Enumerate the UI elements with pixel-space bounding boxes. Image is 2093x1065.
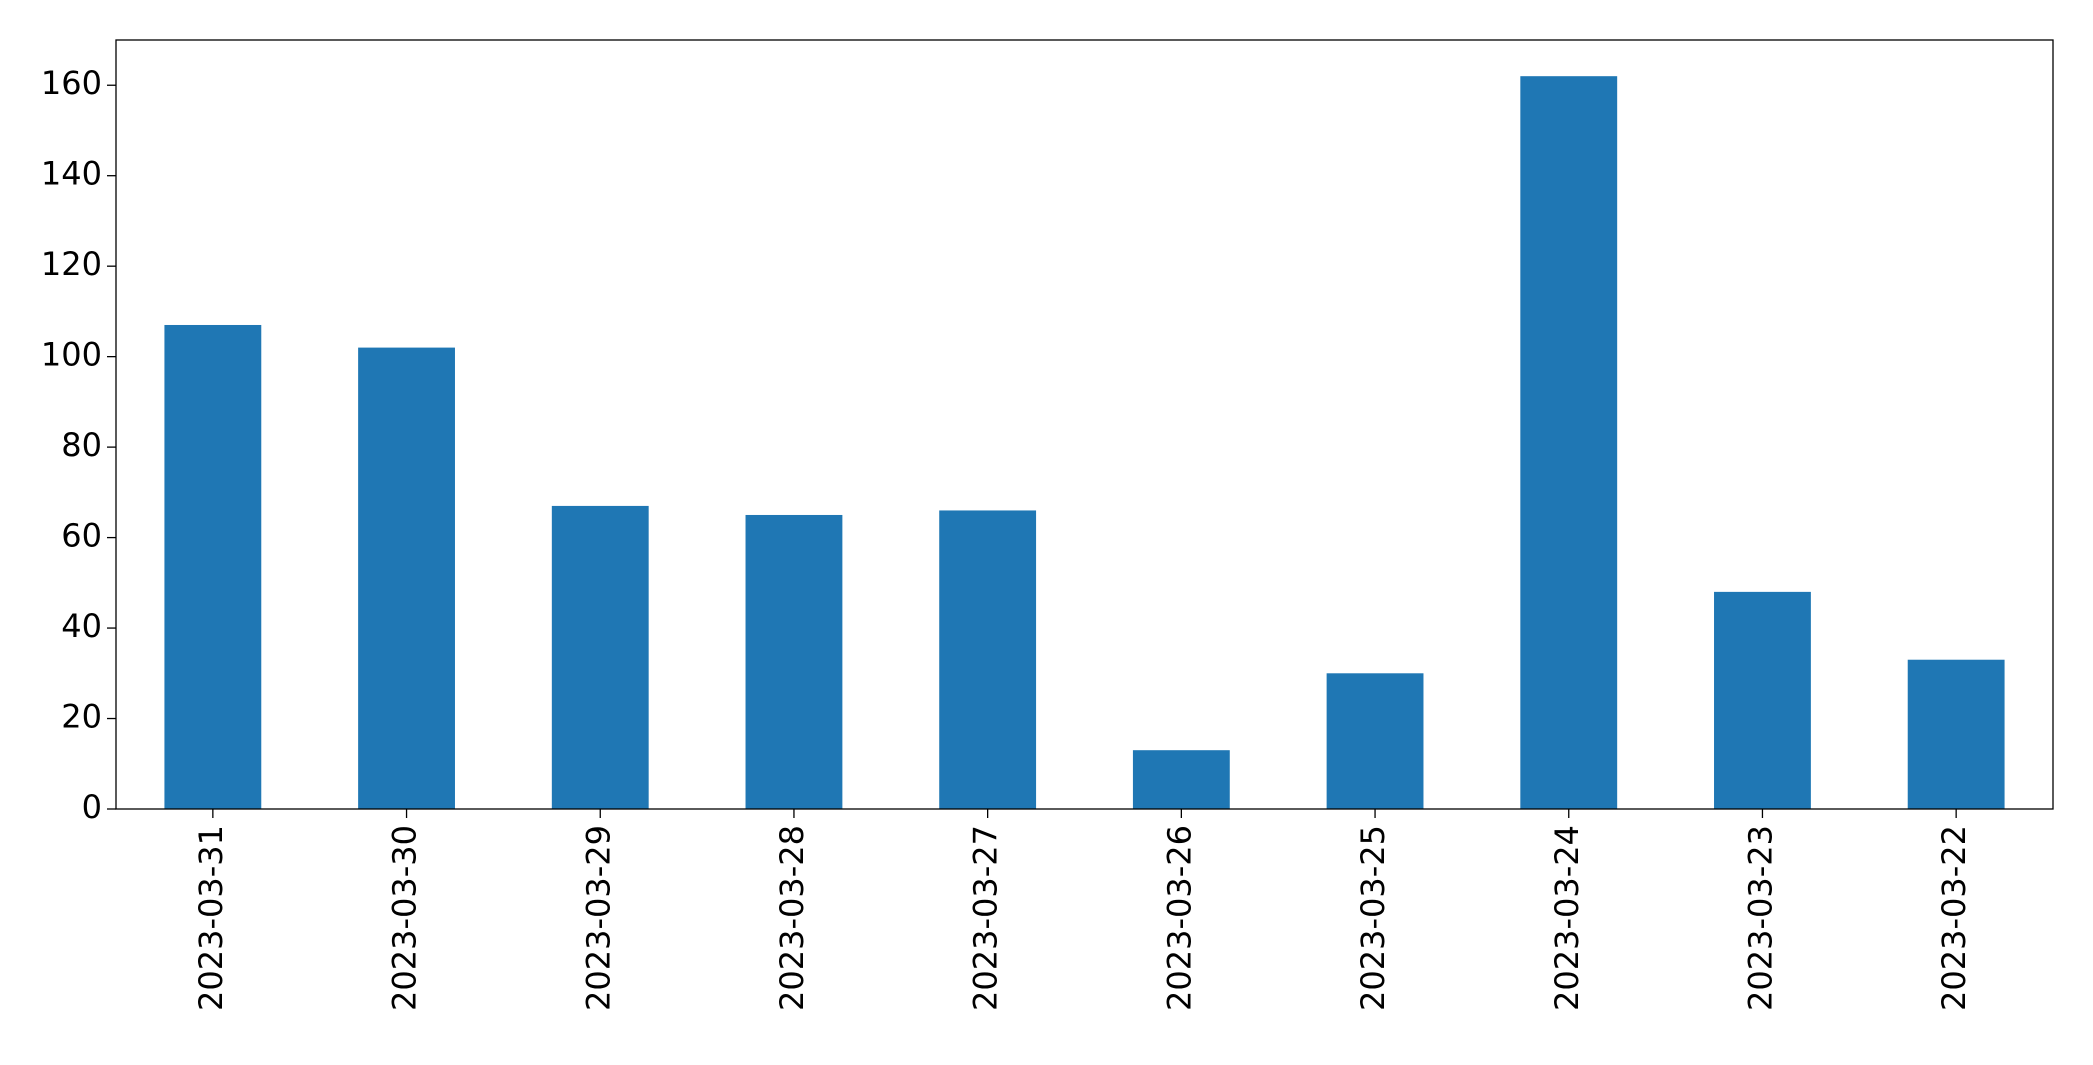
y-tick-label: 120 (41, 245, 102, 283)
x-tick-label: 2023-03-23 (1741, 825, 1779, 1011)
x-tick-label: 2023-03-25 (1354, 825, 1392, 1011)
y-tick-label: 160 (41, 64, 102, 102)
bar (939, 510, 1037, 809)
x-tick-label: 2023-03-30 (386, 825, 424, 1011)
y-tick-label: 60 (61, 517, 102, 555)
y-tick-label: 80 (61, 426, 102, 464)
x-tick-label: 2023-03-29 (579, 825, 617, 1011)
bar (164, 324, 262, 809)
y-tick-label: 100 (41, 336, 102, 374)
bar (1132, 750, 1230, 809)
bar (745, 514, 843, 809)
bar (1520, 76, 1618, 809)
bar (551, 505, 649, 809)
bar (1326, 673, 1424, 809)
x-tick-label: 2023-03-31 (192, 825, 230, 1011)
y-tick-label: 0 (82, 788, 102, 826)
bar (1714, 591, 1811, 809)
x-tick-label: 2023-03-22 (1935, 825, 1973, 1011)
y-tick-label: 20 (61, 698, 102, 736)
x-tick-label: 2023-03-26 (1160, 825, 1198, 1011)
x-tick-label: 2023-03-27 (967, 825, 1005, 1011)
y-tick-label: 40 (61, 607, 102, 645)
bar (1907, 659, 2005, 809)
plot-frame (115, 39, 2054, 810)
x-tick-label: 2023-03-28 (773, 825, 811, 1011)
bar (358, 347, 455, 809)
x-tick-label: 2023-03-24 (1548, 825, 1586, 1011)
y-tick-label: 140 (41, 155, 102, 193)
